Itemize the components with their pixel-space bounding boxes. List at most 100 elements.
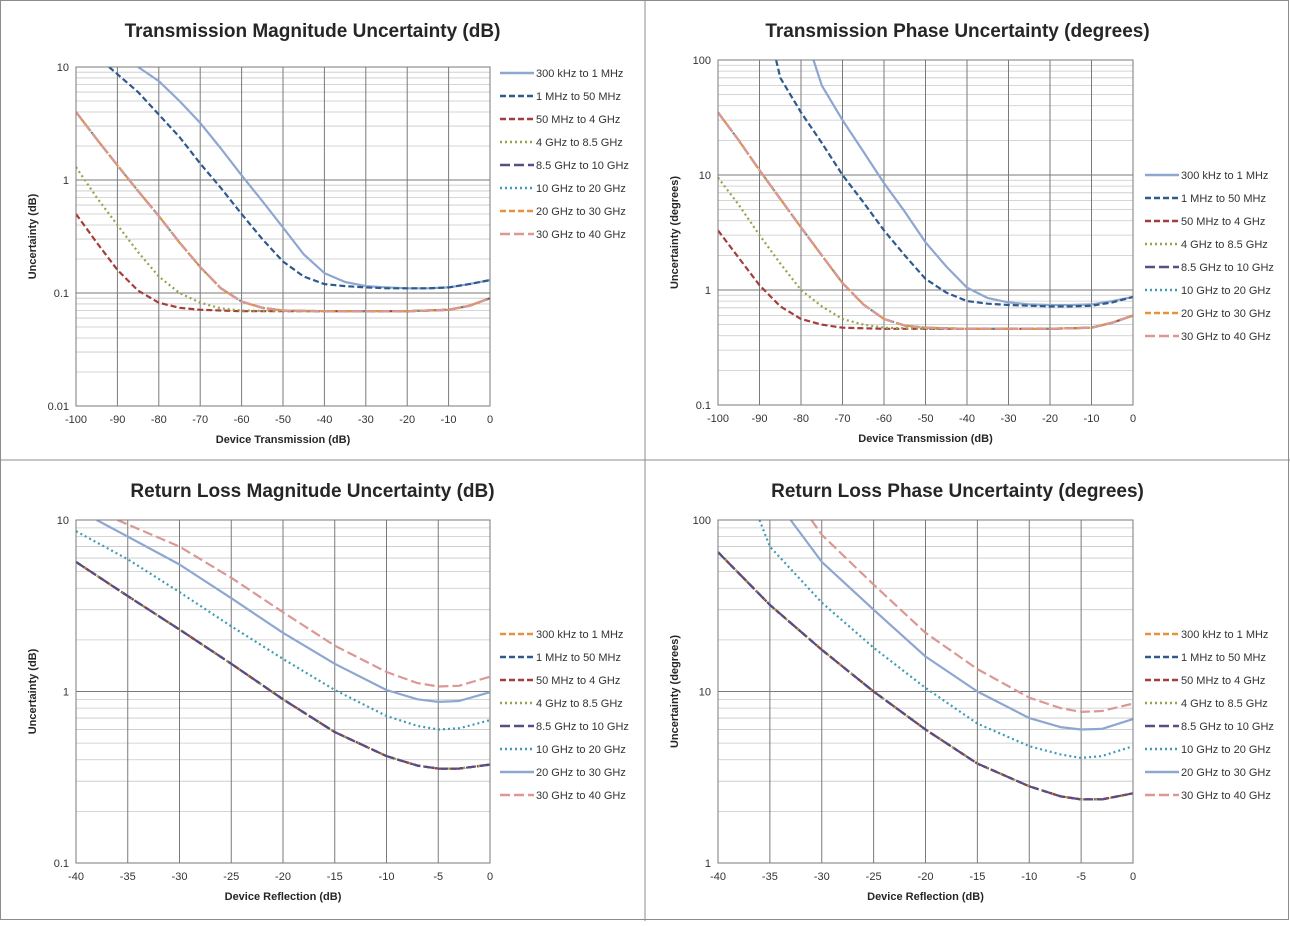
legend-label: 1 MHz to 50 MHz <box>536 91 621 103</box>
plot-border <box>717 519 1134 864</box>
legend-label: 50 MHz to 4 GHz <box>536 114 620 126</box>
legend-label: 300 kHz to 1 MHz <box>1181 170 1268 182</box>
x-tick-label: -90 <box>109 414 125 426</box>
legend-label: 4 GHz to 8.5 GHz <box>536 698 623 710</box>
legend: 300 kHz to 1 MHz 1 MHz to 50 MHz 50 MHz to… <box>500 68 629 241</box>
legend-label: 20 GHz to 30 GHz <box>1181 308 1271 320</box>
legend-label: 50 MHz to 4 GHz <box>1181 216 1265 228</box>
x-axis-label: Device Transmission (dB) <box>858 433 993 445</box>
x-tick-label: -20 <box>1042 413 1058 425</box>
x-tick-label: -5 <box>433 871 443 883</box>
x-tick-label: -35 <box>762 871 778 883</box>
legend-label: 50 MHz to 4 GHz <box>1181 675 1265 687</box>
y-tick-label: 10 <box>57 515 69 527</box>
legend-label: 8.5 GHz to 10 GHz <box>536 160 629 172</box>
legend-label: 10 GHz to 20 GHz <box>1181 744 1271 756</box>
x-tick-label: -10 <box>379 871 395 883</box>
legend-label: 1 MHz to 50 MHz <box>536 652 621 664</box>
plot-border <box>717 59 1134 406</box>
series-line-8 <box>718 111 1133 330</box>
x-tick-label: -40 <box>68 871 84 883</box>
legend-label: 4 GHz to 8.5 GHz <box>1181 698 1268 710</box>
series-line-2 <box>775 60 1133 308</box>
series-group <box>76 67 490 313</box>
chart-title: Return Loss Magnitude Uncertainty (dB) <box>130 481 494 502</box>
x-tick-label: 0 <box>487 414 493 426</box>
x-tick-label: -25 <box>223 871 239 883</box>
x-tick-label: -40 <box>316 414 332 426</box>
chart-title: Return Loss Phase Uncertainty (degrees) <box>771 481 1144 502</box>
legend-label: 300 kHz to 1 MHz <box>536 629 623 641</box>
series-line-5 <box>718 551 1133 801</box>
x-tick-label: 0 <box>1130 413 1136 425</box>
y-tick-label: 10 <box>57 62 69 74</box>
x-tick-label: -30 <box>358 414 374 426</box>
x-tick-label: -40 <box>959 413 975 425</box>
x-tick-label: -80 <box>151 414 167 426</box>
legend-label: 30 GHz to 40 GHz <box>536 229 626 241</box>
x-tick-label: -15 <box>327 871 343 883</box>
legend: 300 kHz to 1 MHz 1 MHz to 50 MHz 50 MHz to… <box>1145 629 1274 802</box>
chart-title: Transmission Phase Uncertainty (degrees) <box>765 21 1149 42</box>
x-tick-label: -25 <box>866 871 882 883</box>
legend-label: 20 GHz to 30 GHz <box>536 767 626 779</box>
x-tick-label: 0 <box>1130 871 1136 883</box>
x-tick-label: -15 <box>969 871 985 883</box>
x-tick-label: -35 <box>120 871 136 883</box>
x-tick-label: 0 <box>487 871 493 883</box>
y-tick-label: 10 <box>699 170 711 182</box>
chart-panel-3: Return Loss Magnitude Uncertainty (dB) -4… <box>27 481 629 903</box>
y-tick-label: 0.1 <box>696 400 711 412</box>
x-tick-label: -30 <box>172 871 188 883</box>
series-line-8 <box>810 520 1133 713</box>
x-tick-label: -60 <box>234 414 250 426</box>
series-line-8 <box>76 111 490 313</box>
y-tick-label: 10 <box>699 687 711 699</box>
plot-border <box>75 519 491 864</box>
legend-label: 1 MHz to 50 MHz <box>1181 193 1266 205</box>
chart-panel-1: Transmission Magnitude Uncertainty (dB) -… <box>27 21 629 446</box>
x-tick-label: -100 <box>65 414 87 426</box>
y-tick-label: 0.01 <box>48 401 69 413</box>
series-line-7 <box>96 520 490 703</box>
x-tick-label: -60 <box>876 413 892 425</box>
x-tick-label: -5 <box>1076 871 1086 883</box>
legend-label: 20 GHz to 30 GHz <box>536 206 626 218</box>
x-tick-label: -30 <box>814 871 830 883</box>
legend-label: 30 GHz to 40 GHz <box>536 790 626 802</box>
series-group <box>718 520 1133 801</box>
x-tick-label: -20 <box>399 414 415 426</box>
legend-label: 8.5 GHz to 10 GHz <box>1181 721 1274 733</box>
x-tick-label: -40 <box>710 871 726 883</box>
legend-label: 4 GHz to 8.5 GHz <box>536 137 623 149</box>
plot-border <box>75 66 491 407</box>
x-tick-label: -10 <box>441 414 457 426</box>
series-group <box>718 60 1133 330</box>
y-tick-label: 1 <box>705 858 711 870</box>
y-axis-label: Uncertainty (dB) <box>27 193 39 279</box>
x-tick-label: -50 <box>275 414 291 426</box>
series-line-3 <box>76 213 490 313</box>
legend-label: 50 MHz to 4 GHz <box>536 675 620 687</box>
y-tick-label: 1 <box>63 687 69 699</box>
y-axis-label: Uncertainty (degrees) <box>669 635 681 748</box>
x-tick-label: -10 <box>1084 413 1100 425</box>
y-axis-label: Uncertainty (dB) <box>27 648 39 734</box>
legend-label: 10 GHz to 20 GHz <box>536 183 626 195</box>
series-line-4 <box>718 551 1133 801</box>
y-axis-label: Uncertainty (degrees) <box>669 176 681 289</box>
x-axis-label: Device Transmission (dB) <box>216 434 351 446</box>
legend-label: 30 GHz to 40 GHz <box>1181 331 1271 343</box>
y-tick-label: 100 <box>693 515 711 527</box>
x-tick-label: -20 <box>275 871 291 883</box>
legend: 300 kHz to 1 MHz 1 MHz to 50 MHz 50 MHz to… <box>1145 170 1274 343</box>
y-tick-label: 0.1 <box>54 288 69 300</box>
x-tick-label: -70 <box>192 414 208 426</box>
y-tick-label: 1 <box>63 175 69 187</box>
x-tick-label: -70 <box>835 413 851 425</box>
legend-label: 10 GHz to 20 GHz <box>536 744 626 756</box>
legend-label: 4 GHz to 8.5 GHz <box>1181 239 1268 251</box>
series-line-8 <box>116 520 490 688</box>
series-line-7 <box>789 520 1133 731</box>
